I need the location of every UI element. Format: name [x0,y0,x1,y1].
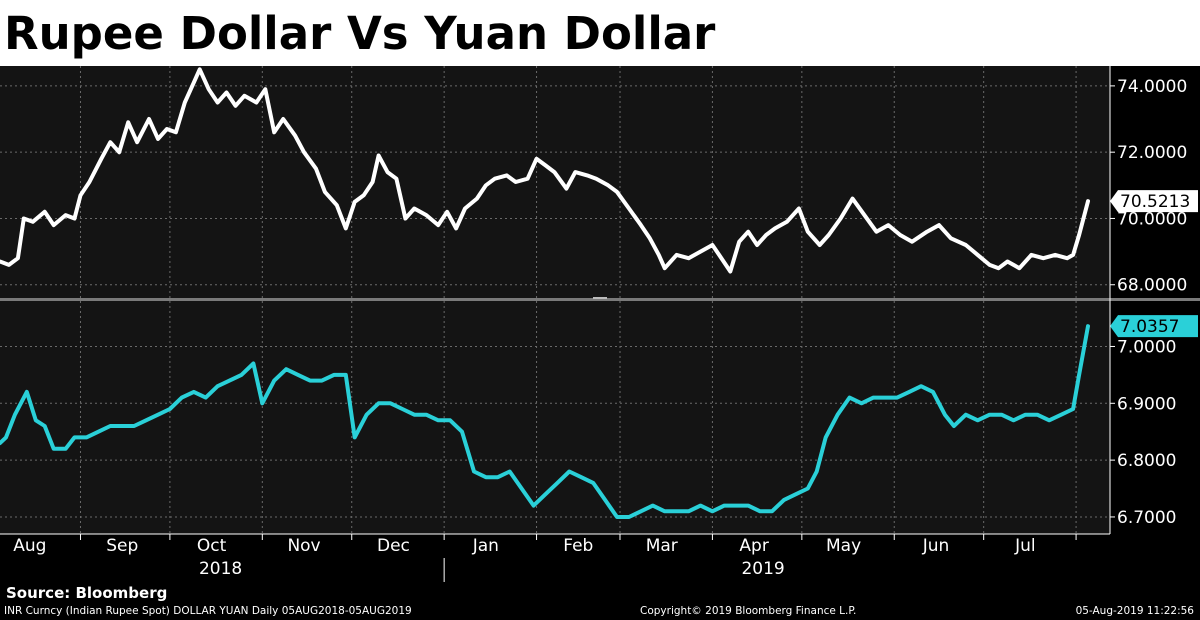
y-tick-label-inr-3: 70.0000 [1117,209,1187,229]
footer-ticker-info: INR Curncy (Indian Rupee Spot) DOLLAR YU… [4,605,412,617]
last-value-label-inr: 70.5213 [1120,192,1190,212]
y-tick-label-cny-4: 6.7000 [1117,508,1176,528]
chart-title: Rupee Dollar Vs Yuan Dollar [4,7,716,60]
x-tick-label-aug: Aug [13,536,46,556]
x-tick-label-nov: Nov [287,536,320,556]
last-value-badge-cny [1110,315,1198,338]
panel-separator [0,298,1200,301]
x-tick-label-may: May [826,536,861,556]
footer-timestamp: 05-Aug-2019 11:22:56 [1075,605,1194,617]
panel-background-2 [0,301,1110,534]
source-label: Source: Bloomberg [6,584,168,602]
year-label-2018: 2018 [199,559,242,579]
series-line-cny [0,324,1090,519]
x-tick-label-jan: Jan [472,536,499,556]
source-bar [0,582,1200,603]
y-tick-label-inr-2: 72.0000 [1117,143,1187,163]
y-tick-label-cny-3: 6.8000 [1117,451,1176,471]
x-tick-label-dec: Dec [377,536,410,556]
footer-bar: INR Curncy (Indian Rupee Spot) DOLLAR YU… [0,603,1200,620]
panel-resize-handle [593,297,607,299]
y-tick-label-inr-4: 68.0000 [1117,276,1187,296]
x-tick-label-mar: Mar [646,536,678,556]
panel-background-1 [0,66,1110,298]
y-tick-label-cny-1: 7.0000 [1117,337,1176,357]
y-tick-label-inr-1: 74.0000 [1117,77,1187,97]
x-axis-area [0,534,1200,582]
footer-copyright: Copyright© 2019 Bloomberg Finance L.P. [640,605,857,617]
last-value-badge-inr [1110,190,1198,213]
x-tick-label-feb: Feb [563,536,593,556]
last-value-label-cny: 7.0357 [1120,317,1179,337]
x-tick-label-apr: Apr [739,536,768,556]
x-tick-label-oct: Oct [197,536,227,556]
y-tick-label-cny-2: 6.9000 [1117,394,1176,414]
x-tick-label-sep: Sep [106,536,138,556]
x-tick-label-jul: Jul [1014,536,1036,556]
series-line-inr [0,67,1090,274]
year-label-2019: 2019 [741,559,784,579]
x-tick-label-jun: Jun [922,536,950,556]
line-chart: 74.0000 72.0000 70.0000 68.0000 70.5213 7.000… [0,66,1200,582]
title-band [0,0,1200,66]
